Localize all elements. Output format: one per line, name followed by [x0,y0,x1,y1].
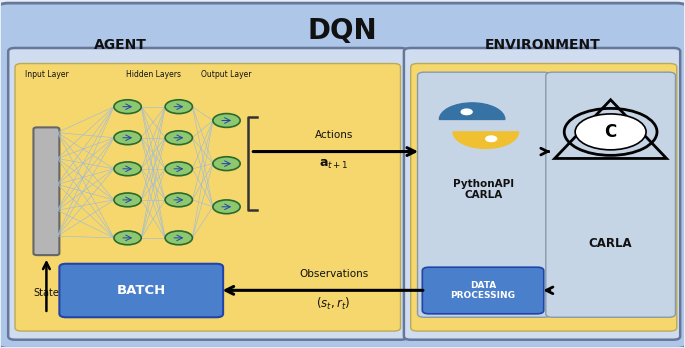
Text: Hidden Layers: Hidden Layers [125,70,181,79]
Circle shape [213,113,240,127]
Circle shape [575,114,646,150]
Circle shape [114,131,141,145]
Circle shape [165,162,192,176]
Text: State: State [34,288,60,298]
Text: BATCH: BATCH [116,284,166,297]
Text: DATA
PROCESSING: DATA PROCESSING [451,280,516,300]
Text: $(s_t, r_t)$: $(s_t, r_t)$ [316,295,351,311]
Text: PythonAPI
CARLA: PythonAPI CARLA [453,179,514,200]
Circle shape [165,100,192,113]
Text: $\mathbf{a}_{t+1}$: $\mathbf{a}_{t+1}$ [319,157,349,171]
FancyBboxPatch shape [404,48,680,340]
Circle shape [114,231,141,245]
Circle shape [165,131,192,145]
Wedge shape [439,103,505,119]
Circle shape [114,162,141,176]
FancyBboxPatch shape [0,3,685,348]
Circle shape [213,200,240,214]
Text: ENVIRONMENT: ENVIRONMENT [484,38,600,52]
Circle shape [165,193,192,207]
FancyBboxPatch shape [418,72,551,317]
Text: Output Layer: Output Layer [201,70,252,79]
Text: Actions: Actions [314,130,353,140]
Text: Observations: Observations [299,269,369,279]
FancyBboxPatch shape [423,267,544,314]
Circle shape [213,157,240,171]
FancyBboxPatch shape [34,127,60,255]
Circle shape [114,193,141,207]
Text: AGENT: AGENT [95,38,147,52]
Text: C: C [604,123,616,141]
FancyBboxPatch shape [411,64,677,331]
Text: Input Layer: Input Layer [25,70,68,79]
Text: DQN: DQN [308,17,377,45]
Circle shape [114,100,141,113]
Circle shape [486,136,497,142]
Text: CARLA: CARLA [589,237,632,250]
Wedge shape [453,132,519,149]
FancyBboxPatch shape [8,48,408,340]
FancyBboxPatch shape [15,64,401,331]
FancyBboxPatch shape [60,264,223,317]
FancyBboxPatch shape [546,72,675,317]
Circle shape [165,231,192,245]
Circle shape [461,109,472,114]
